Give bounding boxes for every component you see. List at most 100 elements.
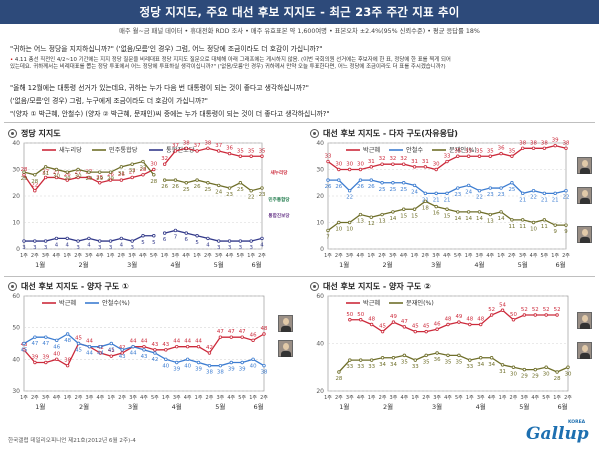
data-point: [162, 231, 167, 235]
data-label: 33: [444, 154, 451, 160]
data-point: [564, 223, 568, 227]
data-label: 30: [53, 174, 60, 180]
data-point: [238, 154, 243, 158]
data-point: [184, 146, 188, 150]
y-tick-label: 60: [12, 293, 20, 300]
data-label: 10: [530, 227, 537, 233]
data-point: [185, 344, 190, 349]
data-point: [445, 159, 449, 164]
data-point: [424, 329, 428, 334]
x-tick-label: 1주: [193, 253, 201, 259]
data-label: 3: [217, 245, 220, 251]
data-point: [479, 356, 483, 360]
data-point: [402, 181, 406, 185]
data-label: 15: [444, 213, 451, 219]
data-label: 24: [411, 189, 418, 195]
data-label: 44: [86, 351, 93, 357]
data-label: 31: [411, 159, 418, 165]
data-label: 39: [239, 367, 246, 373]
x-tick-label: 4주: [443, 253, 451, 259]
data-point: [424, 353, 428, 358]
legend-label: 민주통합당: [109, 146, 138, 154]
data-point: [348, 318, 352, 322]
data-point: [423, 199, 428, 203]
data-label: 31: [368, 159, 375, 165]
data-label: 30: [565, 371, 572, 377]
data-label: 50: [510, 312, 517, 318]
x-tick-label: 2주: [564, 395, 572, 401]
data-label: 31: [422, 159, 429, 165]
data-label: 44: [141, 339, 148, 345]
data-point: [391, 162, 395, 166]
x-tick-label: 3주: [433, 395, 441, 401]
x-tick-label: 3주: [129, 395, 137, 401]
data-label: 12: [368, 221, 375, 227]
data-label: 5: [195, 240, 198, 246]
data-label: 47: [228, 329, 235, 335]
data-point: [33, 173, 37, 177]
data-label: 11: [519, 224, 526, 230]
data-point: [22, 239, 26, 243]
data-point: [98, 170, 102, 174]
data-point: [108, 178, 113, 182]
data-label: 4: [260, 242, 264, 248]
data-label: 23: [487, 192, 494, 198]
y-tick-label: 20: [316, 193, 324, 200]
data-label: 28: [150, 179, 157, 185]
data-label: 44: [195, 339, 202, 345]
data-point: [499, 210, 503, 214]
data-label: 30: [346, 162, 353, 168]
legend-label: 새누리당: [59, 146, 82, 154]
data-label: 10: [335, 227, 342, 233]
x-tick-label: 2주: [74, 253, 82, 259]
note-bullet: •: [10, 57, 14, 63]
data-label: 34: [477, 362, 484, 368]
data-label: 35: [465, 148, 472, 154]
data-label: 25: [508, 187, 515, 193]
x-tick-label: 4주: [357, 395, 365, 401]
x-tick-label: 5주: [151, 395, 159, 401]
data-label: 4: [120, 242, 124, 248]
data-label: 47: [239, 329, 246, 335]
data-label: 15: [400, 213, 407, 219]
data-label: 27: [42, 169, 49, 175]
data-point: [499, 186, 503, 190]
data-label: 33: [346, 364, 353, 370]
x-tick-label: 1주: [551, 253, 559, 259]
data-point: [531, 146, 536, 150]
data-point: [477, 154, 482, 158]
data-label: 46: [434, 321, 441, 327]
legend-label: 안철수: [406, 146, 423, 154]
data-point: [533, 367, 537, 372]
data-label: 26: [172, 184, 179, 190]
data-point: [434, 204, 438, 209]
data-point: [227, 151, 232, 156]
data-point: [195, 149, 199, 153]
legend-label: 박근혜: [363, 146, 380, 154]
data-point: [553, 191, 557, 196]
data-label: 35: [237, 148, 244, 154]
y-tick-label: 0: [320, 246, 324, 253]
x-tick-label: 4주: [531, 395, 539, 401]
data-point: [262, 332, 266, 336]
data-label: 22: [31, 183, 38, 189]
data-point: [510, 181, 514, 185]
data-label: 9: [553, 229, 557, 235]
data-point: [402, 325, 407, 329]
y-tick-label: 0: [16, 246, 20, 253]
data-point: [162, 162, 167, 166]
x-tick-label: 3주: [476, 253, 484, 259]
data-label: 14: [389, 216, 396, 222]
data-point: [555, 313, 559, 317]
data-point: [566, 365, 570, 369]
data-point: [65, 332, 70, 336]
x-tick-label: 1주: [162, 395, 170, 401]
data-label: 18: [422, 205, 429, 211]
data-label: 36: [226, 146, 233, 152]
x-tick-label: 1주: [107, 253, 115, 259]
x-tick-label: 2주: [206, 395, 214, 401]
data-label: 25: [379, 187, 386, 193]
data-point: [553, 223, 557, 227]
x-tick-label: 2주: [508, 253, 516, 259]
x-tick-label: 1주: [195, 395, 203, 401]
